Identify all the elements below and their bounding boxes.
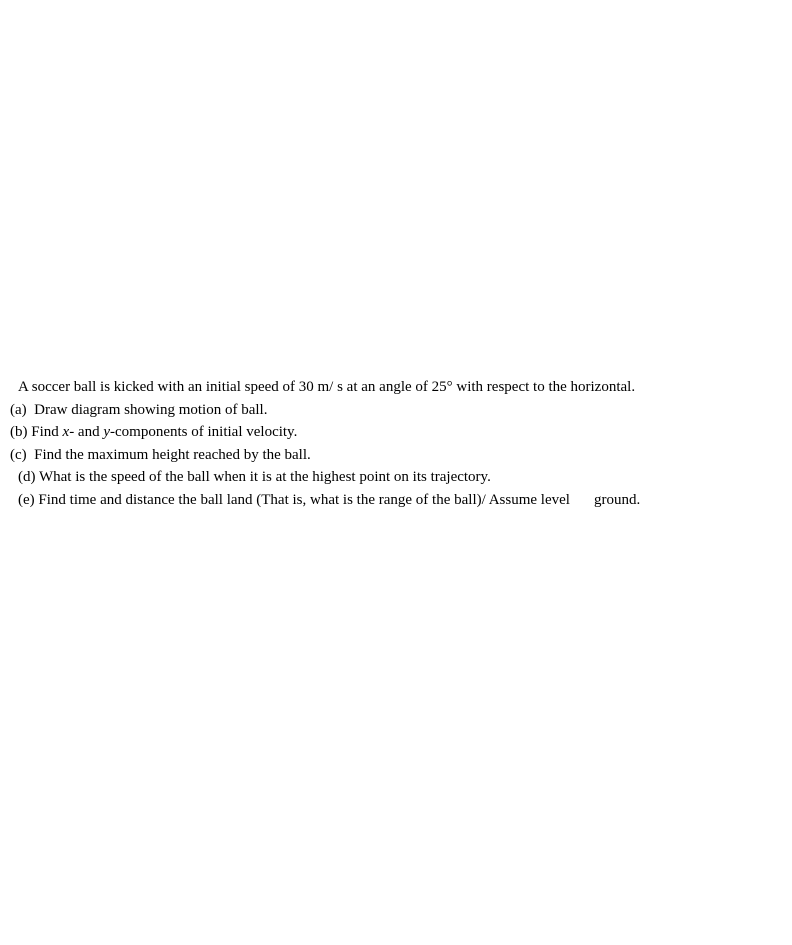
part-b-label: (b) — [10, 424, 28, 440]
part-c-label: (c) — [10, 447, 27, 463]
part-b-text-before: Find — [31, 424, 62, 440]
part-e-text: Find time and distance the ball land (Th… — [38, 492, 570, 508]
part-e: (e) Find time and distance the ball land… — [10, 489, 782, 512]
part-e-text-spaced: ground. — [594, 489, 640, 512]
part-c: (c) Find the maximum height reached by t… — [10, 444, 782, 467]
part-d: (d) What is the speed of the ball when i… — [10, 466, 782, 489]
part-d-text: What is the speed of the ball when it is… — [39, 469, 491, 485]
part-a-text: Draw diagram showing motion of ball. — [34, 402, 267, 418]
part-e-label: (e) — [18, 492, 35, 508]
problem-statement: A soccer ball is kicked with an initial … — [10, 376, 782, 399]
part-b-text-after: -components of initial velocity. — [110, 424, 297, 440]
part-c-text: Find the maximum height reached by the b… — [34, 447, 311, 463]
part-b-text-mid: - and — [69, 424, 103, 440]
part-b: (b) Find x- and y-components of initial … — [10, 421, 782, 444]
part-b-italic-y: y — [103, 424, 110, 440]
problem-text: A soccer ball is kicked with an initial … — [18, 379, 635, 395]
part-d-label: (d) — [18, 469, 36, 485]
part-a-label: (a) — [10, 402, 27, 418]
part-a: (a) Draw diagram showing motion of ball. — [10, 399, 782, 422]
